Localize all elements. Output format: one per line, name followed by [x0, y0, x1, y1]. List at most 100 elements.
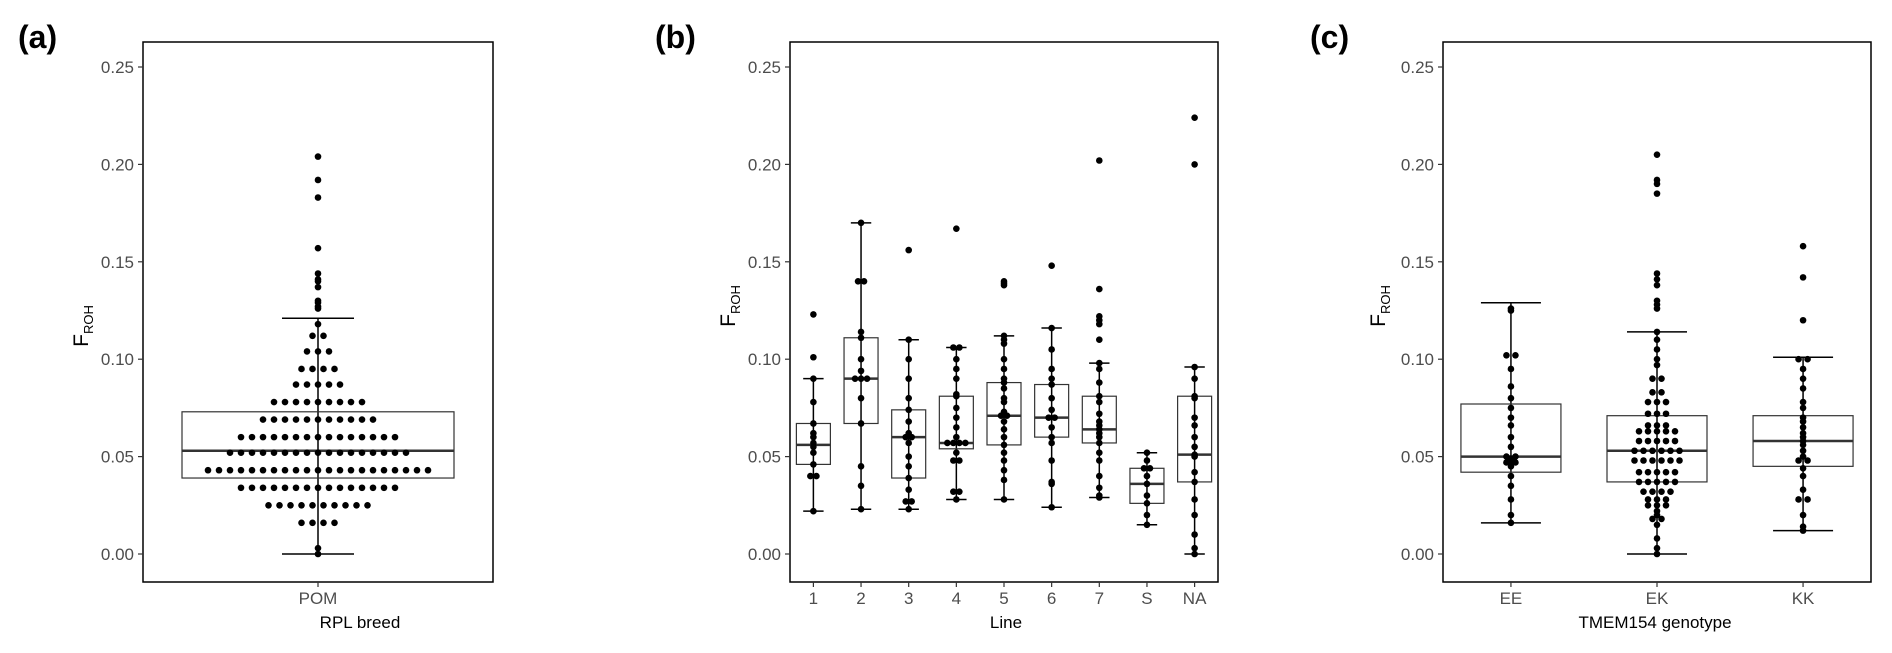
data-point	[1000, 365, 1008, 373]
data-point	[259, 484, 267, 492]
data-point	[1048, 424, 1055, 431]
data-point	[314, 449, 322, 457]
box-group-4	[938, 225, 974, 503]
x-tick-label: 2	[856, 589, 865, 608]
data-point	[905, 375, 912, 382]
data-point	[953, 355, 960, 363]
data-point	[1635, 468, 1643, 476]
data-point	[1503, 453, 1510, 460]
data-point	[1096, 336, 1103, 344]
data-point	[270, 416, 278, 423]
data-point	[1662, 437, 1670, 445]
data-point	[1140, 464, 1148, 472]
data-point	[1653, 502, 1661, 509]
data-point	[1667, 457, 1674, 464]
data-point	[1653, 468, 1661, 476]
data-point	[325, 381, 333, 388]
y-axis-title-main: F	[717, 314, 740, 327]
y-tick-label: 0.25	[101, 58, 134, 77]
data-point	[336, 484, 344, 492]
panel-a: (a) 0.00 0.05 0.10 0.15 0.20 0.25 FROH POM RPL br…	[18, 19, 494, 632]
data-point	[270, 484, 278, 492]
box-group-POM	[181, 153, 455, 558]
data-point	[1096, 418, 1103, 425]
data-point	[1191, 451, 1198, 458]
data-point	[1191, 363, 1198, 371]
data-point	[1653, 297, 1661, 305]
data-point	[347, 398, 355, 406]
data-point	[1653, 507, 1661, 515]
data-point	[413, 466, 421, 474]
data-point	[314, 176, 322, 184]
data-point	[358, 433, 366, 441]
x-tick-label: 3	[904, 589, 913, 608]
data-point	[303, 433, 311, 441]
data-point	[810, 375, 817, 382]
data-point	[1507, 404, 1515, 412]
data-point	[1640, 488, 1647, 495]
y-axis-title: FROH	[1367, 285, 1393, 327]
data-point	[1048, 365, 1055, 373]
data-point	[1795, 355, 1802, 363]
data-point	[270, 398, 278, 406]
data-point	[1649, 389, 1656, 396]
data-point	[358, 466, 366, 474]
data-point	[325, 348, 333, 355]
data-point	[237, 449, 245, 457]
y-tick-label: 0.10	[1401, 350, 1434, 369]
data-point	[1096, 410, 1103, 418]
data-point	[953, 433, 960, 441]
y-tick-label: 0.25	[1401, 58, 1434, 77]
data-point	[281, 416, 289, 423]
data-point	[1658, 515, 1665, 523]
data-point	[1000, 408, 1008, 416]
data-point	[314, 398, 322, 406]
y-tick-label: 0.00	[101, 545, 134, 564]
data-point	[1635, 437, 1643, 445]
data-point	[1507, 511, 1515, 519]
data-point	[1048, 381, 1055, 388]
data-point	[1671, 437, 1679, 445]
data-point	[347, 484, 355, 492]
data-point	[314, 348, 322, 355]
data-point	[1191, 114, 1198, 121]
data-point	[336, 381, 344, 388]
data-point	[331, 502, 338, 509]
data-point	[1507, 443, 1515, 451]
data-point	[950, 457, 957, 464]
data-point	[950, 439, 957, 447]
data-point	[1658, 375, 1665, 382]
data-point	[1662, 422, 1670, 429]
data-point	[953, 225, 960, 232]
data-point	[1804, 355, 1811, 363]
data-point	[1000, 355, 1008, 363]
y-tick-label: 0.00	[1401, 545, 1434, 564]
data-point	[1649, 488, 1656, 495]
data-point	[863, 375, 871, 382]
data-point	[1799, 523, 1807, 531]
data-point	[953, 424, 960, 431]
data-point	[1191, 478, 1198, 486]
data-point	[353, 502, 360, 509]
data-point	[292, 381, 300, 388]
data-point	[314, 433, 322, 441]
data-point	[902, 498, 909, 505]
data-point	[1000, 385, 1008, 392]
x-tick-label: 7	[1095, 589, 1104, 608]
data-point	[1653, 437, 1661, 445]
data-point	[857, 334, 865, 342]
data-point	[325, 416, 333, 423]
data-point	[320, 365, 327, 373]
data-point	[281, 484, 289, 492]
data-point	[1653, 544, 1661, 552]
y-tick-label: 0.00	[748, 545, 781, 564]
data-point	[347, 466, 355, 474]
y-tick-label: 0.20	[101, 155, 134, 174]
data-point	[1662, 427, 1670, 435]
data-point	[1507, 414, 1515, 421]
data-point	[953, 375, 960, 382]
data-point	[1048, 262, 1055, 269]
data-point	[1653, 422, 1661, 429]
data-point	[1795, 496, 1802, 503]
data-point	[320, 502, 327, 509]
